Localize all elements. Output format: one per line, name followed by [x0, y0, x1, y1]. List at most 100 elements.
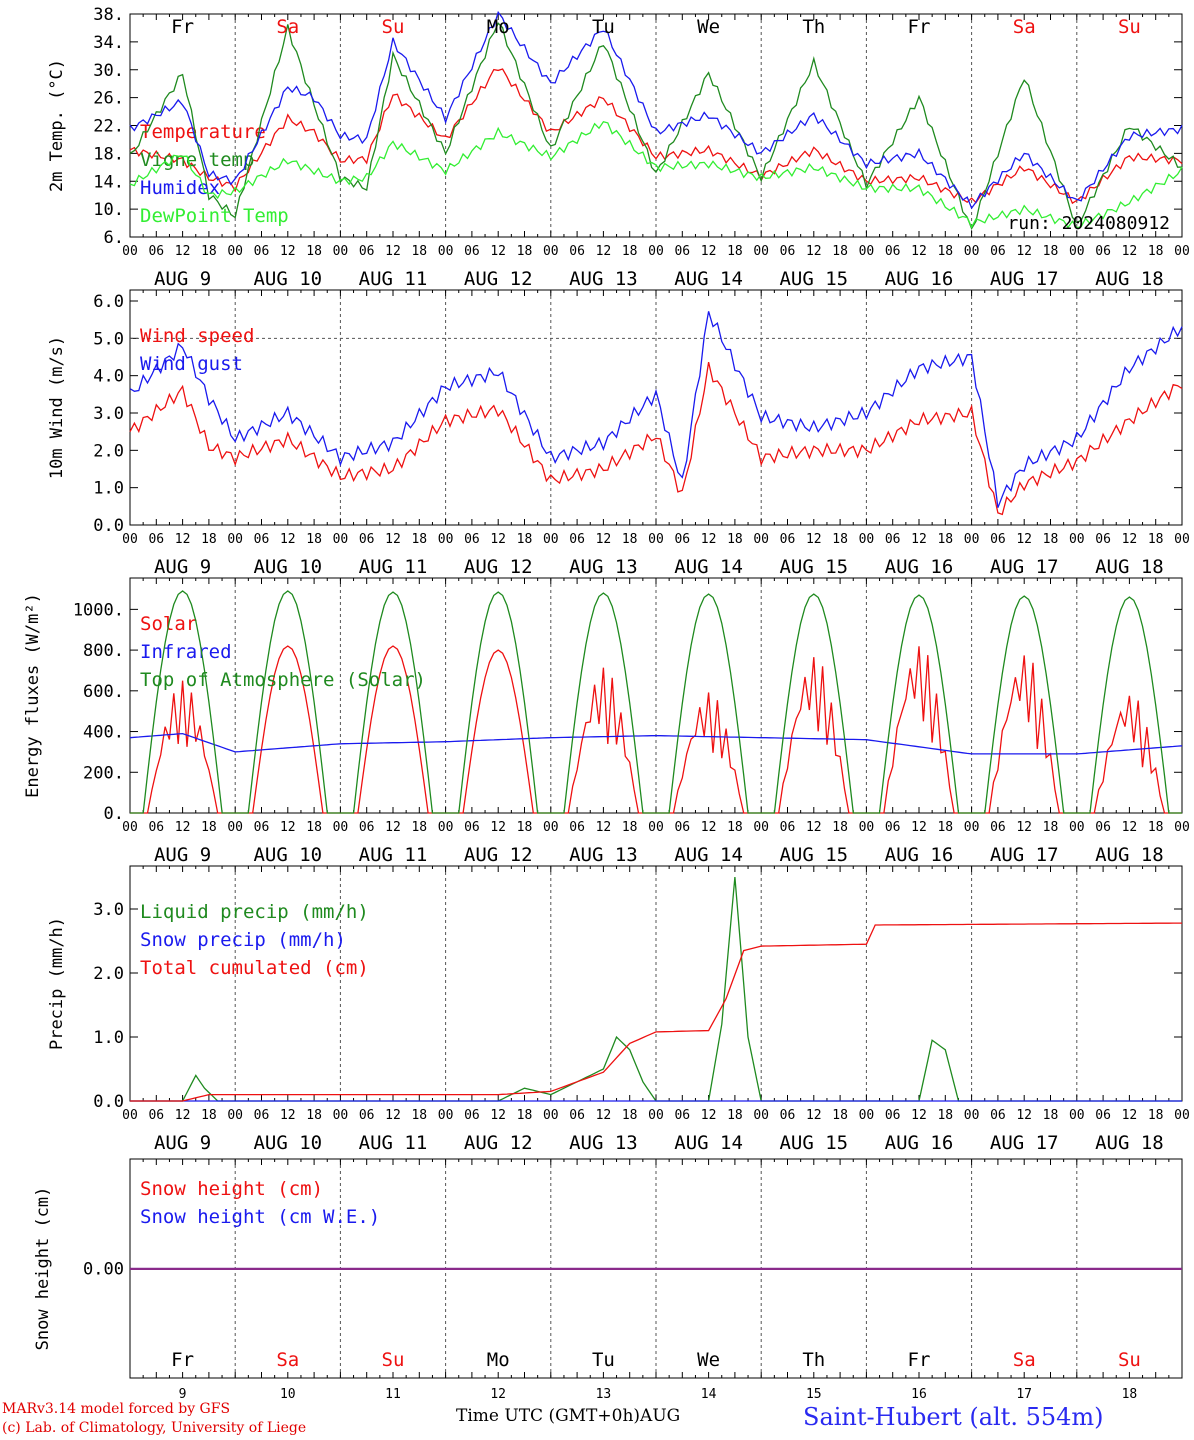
hour-tick-label: 00 — [753, 820, 769, 835]
hour-tick-label: 18 — [832, 532, 848, 547]
hour-tick-label: 06 — [148, 532, 164, 547]
date-label: AUG 18 — [1095, 268, 1164, 290]
date-label: AUG 14 — [674, 556, 743, 578]
hour-tick-label: 18 — [937, 244, 953, 259]
hour-tick-label: 06 — [254, 820, 270, 835]
hour-tick-label: 12 — [596, 532, 612, 547]
hour-tick-label: 06 — [1095, 1108, 1111, 1123]
hour-tick-label: 00 — [859, 244, 875, 259]
hour-tick-label: 18 — [411, 820, 427, 835]
hour-tick-label: 12 — [701, 820, 717, 835]
hour-tick-label: 06 — [780, 1108, 796, 1123]
hour-tick-label: 00 — [648, 1108, 664, 1123]
hour-tick-label: 12 — [175, 532, 191, 547]
hour-tick-label: 18 — [201, 1108, 217, 1123]
y-tick-label: 18. — [93, 144, 124, 164]
hour-tick-label: 18 — [622, 244, 638, 259]
hour-tick-label: 06 — [1095, 820, 1111, 835]
date-label: AUG 10 — [253, 844, 322, 866]
day-number-label: 12 — [490, 1387, 506, 1402]
day-number-label: 16 — [911, 1387, 927, 1402]
hour-tick-label: 12 — [911, 1108, 927, 1123]
y-axis-label: Energy fluxes (W/m²) — [23, 593, 43, 798]
hour-tick-label: 06 — [254, 532, 270, 547]
legend-entry: Snow precip (mm/h) — [140, 929, 346, 951]
hour-tick-label: 18 — [1043, 244, 1059, 259]
weekday-label: Sa — [276, 16, 299, 38]
y-tick-label: 30. — [93, 61, 124, 81]
hour-tick-label: 00 — [333, 1108, 349, 1123]
hour-tick-label: 06 — [359, 820, 375, 835]
hour-tick-label: 00 — [964, 532, 980, 547]
day-number-label: 10 — [280, 1387, 296, 1402]
y-axis-label: Snow height (cm) — [33, 1187, 53, 1351]
hour-tick-label: 12 — [1016, 532, 1032, 547]
hour-tick-label: 12 — [175, 244, 191, 259]
legend-entry: Temperature — [140, 121, 266, 143]
legend-entry: Wind gust — [140, 353, 243, 375]
hour-tick-label: 12 — [175, 820, 191, 835]
date-label: AUG 16 — [885, 1132, 954, 1154]
hour-tick-label: 06 — [885, 1108, 901, 1123]
hour-tick-label: 18 — [1043, 1108, 1059, 1123]
date-label: AUG 18 — [1095, 844, 1164, 866]
date-label: AUG 18 — [1095, 1132, 1164, 1154]
hour-tick-label: 18 — [201, 820, 217, 835]
legend-entry: Wind speed — [140, 325, 254, 347]
hour-tick-label: 12 — [911, 820, 927, 835]
hour-tick-label: 06 — [674, 1108, 690, 1123]
date-label: AUG 17 — [990, 844, 1059, 866]
hour-tick-label: 18 — [937, 820, 953, 835]
hour-tick-label: 00 — [1069, 820, 1085, 835]
hour-tick-label: 12 — [385, 1108, 401, 1123]
y-tick-label: 4.0 — [93, 367, 124, 387]
y-tick-label: 0.0 — [93, 1092, 124, 1112]
hour-tick-label: 06 — [674, 532, 690, 547]
hour-tick-label: 18 — [201, 244, 217, 259]
y-tick-label: 5.0 — [93, 329, 124, 349]
hour-tick-label: 00 — [648, 820, 664, 835]
date-label: AUG 11 — [359, 844, 428, 866]
date-label: AUG 15 — [779, 556, 848, 578]
hour-tick-label: 00 — [333, 820, 349, 835]
hour-tick-label: 18 — [1148, 244, 1164, 259]
hour-tick-label: 06 — [464, 820, 480, 835]
weekday-label-bottom: Fr — [171, 1349, 194, 1371]
weekday-label-bottom: Th — [802, 1349, 825, 1371]
day-number-label: 13 — [596, 1387, 612, 1402]
hour-tick-label: 18 — [411, 1108, 427, 1123]
date-label: AUG 17 — [990, 556, 1059, 578]
date-label: AUG 13 — [569, 268, 638, 290]
hour-tick-label: 06 — [464, 244, 480, 259]
hour-tick-label: 12 — [385, 820, 401, 835]
hour-tick-label: 18 — [937, 1108, 953, 1123]
hour-tick-label: 18 — [306, 1108, 322, 1123]
y-tick-label: 400. — [83, 723, 124, 743]
day-number-label: 9 — [179, 1387, 187, 1402]
date-label: AUG 14 — [674, 1132, 743, 1154]
hour-tick-label: 18 — [727, 1108, 743, 1123]
hour-tick-label: 06 — [885, 532, 901, 547]
hour-tick-label: 12 — [806, 244, 822, 259]
date-label: AUG 12 — [464, 556, 533, 578]
series-line — [130, 922, 1182, 1102]
hour-tick-label: 12 — [701, 532, 717, 547]
date-label: AUG 16 — [885, 268, 954, 290]
hour-tick-label: 00 — [1069, 532, 1085, 547]
legend-entry: DewPoint Temp — [140, 205, 289, 227]
date-label: AUG 11 — [359, 268, 428, 290]
hour-tick-label: 00 — [227, 820, 243, 835]
date-label: AUG 13 — [569, 556, 638, 578]
day-number-label: 18 — [1122, 1387, 1138, 1402]
hour-tick-label: 00 — [122, 820, 138, 835]
series-line — [129, 22, 1183, 230]
y-tick-label: 1000. — [73, 600, 124, 620]
date-label: AUG 9 — [154, 844, 211, 866]
hour-tick-label: 18 — [1148, 1108, 1164, 1123]
hour-tick-label: 00 — [859, 532, 875, 547]
hour-tick-label: 00 — [122, 1108, 138, 1123]
day-number-label: 11 — [385, 1387, 401, 1402]
weekday-label-bottom: Sa — [1013, 1349, 1036, 1371]
hour-tick-label: 18 — [201, 532, 217, 547]
